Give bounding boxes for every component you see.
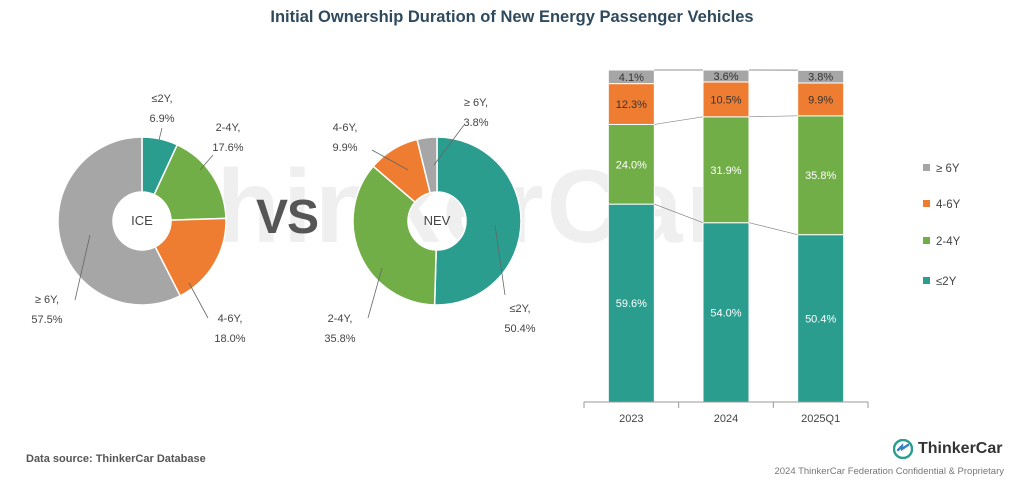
slice-value-label: 9.9% — [332, 142, 357, 154]
confidential-note: 2024 ThinkerCar Federation Confidential … — [774, 466, 1004, 477]
slice-value-label: 18.0% — [214, 333, 245, 345]
donut-center-label: NEV — [424, 213, 451, 228]
slice-value-label: 50.4% — [504, 323, 535, 335]
bar-segment — [702, 222, 750, 403]
bar-value-label: 9.9% — [808, 94, 833, 106]
slice-value-label: 57.5% — [31, 314, 62, 326]
bar-segment — [607, 69, 655, 85]
slice-value-label: 17.6% — [212, 142, 243, 154]
bar-value-label: 4.1% — [619, 72, 644, 84]
brand-name: ThinkerCar — [918, 440, 1003, 457]
bar-value-label: 54.0% — [710, 307, 741, 319]
bar-segment — [702, 69, 750, 83]
leader-line — [433, 124, 465, 166]
leader-line — [367, 267, 383, 319]
legend-swatch — [923, 277, 930, 284]
leader-line — [74, 234, 91, 301]
leader-line — [158, 127, 163, 141]
bar-segment — [797, 234, 845, 403]
bar-value-label: 50.4% — [805, 313, 836, 325]
donut-slice — [154, 217, 227, 297]
legend-swatch — [923, 237, 930, 244]
x-tick-label: 2024 — [714, 413, 738, 425]
data-source-note: Data source: ThinkerCar Database — [26, 453, 206, 465]
donut-center-label: ICE — [131, 213, 153, 228]
bar-segment — [702, 81, 750, 118]
slice-value-label: 3.8% — [463, 117, 488, 129]
slice-label: 4-6Y, — [218, 313, 243, 325]
bar-value-label: 59.6% — [616, 298, 647, 310]
legend-label: ≥ 6Y — [936, 163, 960, 175]
bar-value-label: 35.8% — [805, 170, 836, 182]
donut-slice — [416, 136, 438, 194]
series-connector — [654, 116, 704, 125]
leader-line — [371, 149, 409, 171]
slice-label: ≤2Y, — [509, 303, 530, 315]
x-tick-label: 2025Q1 — [801, 413, 840, 425]
bar-value-label: 24.0% — [616, 159, 647, 171]
donut-slice — [352, 165, 437, 306]
slice-label: ≥ 6Y, — [464, 97, 488, 109]
leader-line — [188, 282, 209, 319]
bar-segment — [797, 69, 845, 84]
bar-value-label: 10.5% — [710, 94, 741, 106]
donut-slice — [153, 143, 227, 221]
leader-line — [494, 224, 506, 296]
bar-segment — [797, 82, 845, 117]
series-connector — [748, 222, 798, 236]
legend-swatch — [923, 200, 930, 207]
slice-value-label: 6.9% — [149, 113, 174, 125]
x-tick-label: 2023 — [619, 413, 643, 425]
bar-segment — [607, 123, 655, 205]
thinkercar-logo-icon — [893, 439, 913, 459]
slice-label: ≥ 6Y, — [35, 294, 59, 306]
series-connector — [654, 203, 704, 224]
bar-value-label: 3.8% — [808, 72, 833, 84]
legend-label: 4-6Y — [936, 199, 961, 211]
bar-value-label: 3.6% — [713, 71, 738, 83]
vs-label: VS — [256, 191, 319, 244]
bar-segment — [702, 116, 750, 224]
bar-segment — [797, 115, 845, 236]
bar-value-label: 12.3% — [616, 99, 647, 111]
slice-label: 2-4Y, — [216, 122, 241, 134]
leader-line — [199, 154, 214, 171]
donut-slice — [57, 136, 182, 306]
bar-value-label: 31.9% — [710, 165, 741, 177]
legend-label: ≤2Y — [936, 276, 957, 288]
brand-logo: ThinkerCar — [893, 439, 1002, 459]
slice-label: ≤2Y, — [151, 93, 172, 105]
slice-value-label: 35.8% — [324, 333, 355, 345]
legend-swatch — [923, 164, 930, 171]
slice-label: 4-6Y, — [333, 122, 358, 134]
donut-slice — [433, 136, 522, 306]
legend-label: 2-4Y — [936, 236, 961, 248]
series-connector — [748, 115, 798, 118]
chart-title: Initial Ownership Duration of New Energy… — [270, 8, 754, 26]
slice-label: 2-4Y, — [328, 313, 353, 325]
